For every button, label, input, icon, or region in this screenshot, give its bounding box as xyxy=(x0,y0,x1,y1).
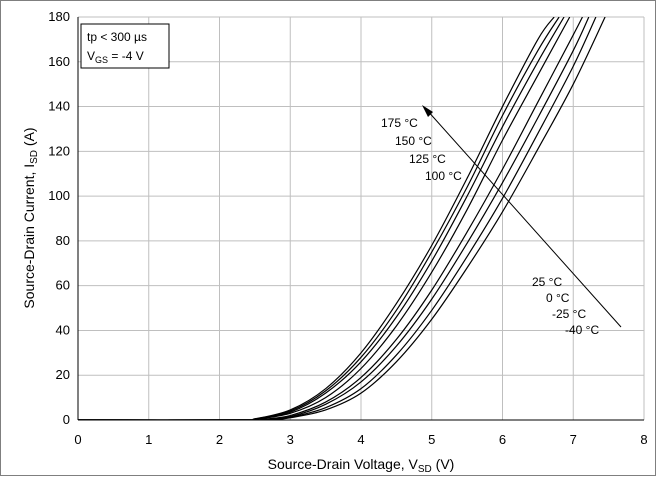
grid-lines xyxy=(77,16,645,421)
y-tick-label: 180 xyxy=(48,9,70,24)
label-minus25c: -25 °C xyxy=(552,307,586,321)
temperature-arrow xyxy=(422,105,622,328)
curve--25c xyxy=(78,17,597,420)
curve-100c xyxy=(78,17,571,420)
x-tick-label: 7 xyxy=(570,432,577,447)
y-tick-label: 140 xyxy=(48,99,70,114)
y-tick-label: 60 xyxy=(56,278,70,293)
x-tick-label: 2 xyxy=(216,432,223,447)
x-tick-label: 6 xyxy=(499,432,506,447)
y-tick-label: 20 xyxy=(56,367,70,382)
curve-25c xyxy=(78,17,583,420)
axes xyxy=(77,17,644,421)
curve-150c xyxy=(78,17,560,420)
conditions-box: tp < 300 µs VGS = -4 V xyxy=(80,23,170,69)
label-minus40c: -40 °C xyxy=(565,323,599,337)
label-150c: 150 °C xyxy=(395,134,432,148)
x-tick-label: 1 xyxy=(145,432,152,447)
temperature-arrow-line xyxy=(425,108,622,328)
arrow-labels-bottom: 25 °C 0 °C -25 °C -40 °C xyxy=(532,275,599,337)
x-tick-label: 8 xyxy=(640,432,647,447)
y-tick-label: 0 xyxy=(63,412,70,427)
x-tick-label: 4 xyxy=(357,432,364,447)
y-tick-label: 160 xyxy=(48,54,70,69)
label-125c: 125 °C xyxy=(409,152,446,166)
x-tick-label: 3 xyxy=(287,432,294,447)
x-axis-title: Source-Drain Voltage, VSD (V) xyxy=(268,456,455,475)
condition-vgs: VGS = -4 V xyxy=(87,49,144,65)
label-100c: 100 °C xyxy=(425,169,462,183)
curves xyxy=(78,17,606,420)
x-tick-label: 0 xyxy=(74,432,81,447)
y-tick-label: 120 xyxy=(48,143,70,158)
curve-175c xyxy=(78,17,555,420)
y-axis-title: Source-Drain Current, ISD (A) xyxy=(21,127,40,308)
condition-pulse-width: tp < 300 µs xyxy=(87,30,147,44)
x-tick-label: 5 xyxy=(428,432,435,447)
label-175c: 175 °C xyxy=(381,116,418,130)
arrow-labels-top: 175 °C 150 °C 125 °C 100 °C xyxy=(381,116,462,183)
curve-0c xyxy=(78,17,590,420)
label-0c: 0 °C xyxy=(546,291,570,305)
y-tick-label: 80 xyxy=(56,233,70,248)
y-tick-label: 40 xyxy=(56,322,70,337)
curve--40c xyxy=(78,17,606,420)
label-25c: 25 °C xyxy=(532,275,562,289)
temperature-arrow-head xyxy=(422,105,433,117)
y-tick-label: 100 xyxy=(48,188,70,203)
conditions-box-border xyxy=(80,23,170,69)
